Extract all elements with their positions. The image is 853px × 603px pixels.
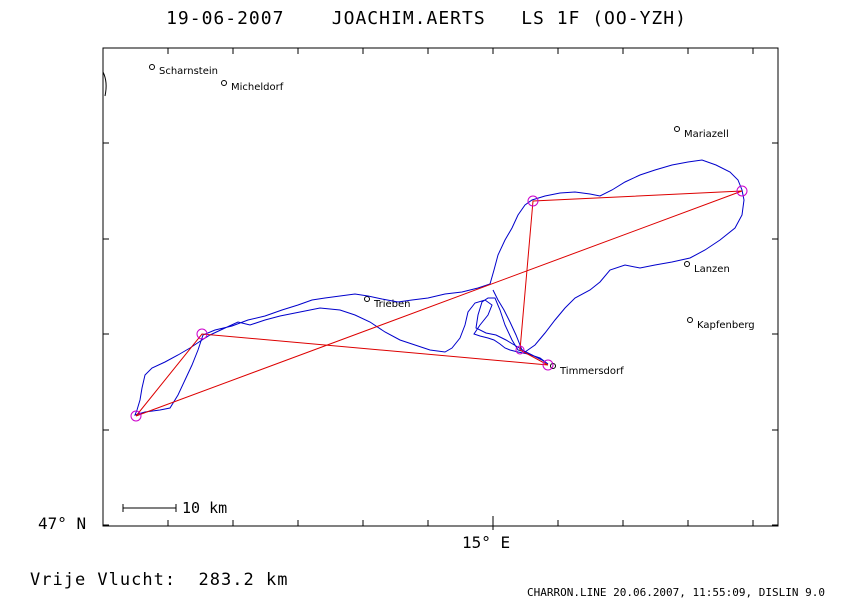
town-trieben: Trieben (364, 296, 411, 310)
scale-bar (122, 504, 177, 512)
town-mariazell: Mariazell (674, 126, 729, 140)
town-label: Kapfenberg (697, 320, 755, 331)
town-label: Trieben (373, 299, 411, 310)
distance-caption: Vrije Vlucht: (30, 570, 177, 590)
town-marker (674, 126, 680, 132)
town-marker (221, 80, 227, 86)
turnpoint-marker (515, 345, 525, 355)
town-micheldorf: Micheldorf (221, 80, 284, 93)
distance-result: Vrije Vlucht: 283.2 km (30, 570, 288, 590)
task-route (135, 190, 743, 417)
town-label: Lanzen (694, 264, 730, 275)
town-label: Scharnstein (159, 66, 218, 77)
distance-value: 283.2 km (198, 570, 289, 590)
town-marker (364, 296, 370, 302)
town-marker (687, 317, 693, 323)
left-ticks (103, 47, 778, 526)
turnpoint-marker (527, 195, 539, 207)
turnpoints (130, 185, 748, 422)
pilot-name: JOACHIM.AERTS (331, 8, 486, 29)
town-kapfenberg: Kapfenberg (687, 317, 755, 331)
lake-outline (102, 71, 107, 97)
flight-date: 19-06-2007 (166, 8, 285, 29)
turnpoint-marker (736, 185, 748, 197)
longitude-label: 15° E (462, 533, 511, 552)
chart-title: 19-06-2007 JOACHIM.AERTS LS 1F (OO-YZH) (0, 8, 853, 29)
latitude-label: 47° N (38, 514, 87, 533)
glider-id: LS 1F (OO-YZH) (521, 8, 687, 29)
flight-track (134, 159, 745, 416)
town-marker (149, 64, 155, 70)
town-marker (684, 261, 690, 267)
town-scharnstein: Scharnstein (149, 64, 218, 77)
turnpoint-marker (542, 359, 554, 371)
bottom-ticks (102, 48, 754, 530)
town-lanzen: Lanzen (684, 261, 730, 275)
footer-credit: CHARRON.LINE 20.06.2007, 11:55:09, DISLI… (526, 586, 825, 599)
turnpoint-marker (196, 328, 208, 340)
map-frame (102, 47, 779, 527)
town-timmersdorf: Timmersdorf (550, 363, 624, 377)
town-label: Mariazell (684, 129, 729, 140)
scale-label: 10 km (182, 499, 227, 517)
town-label: Timmersdorf (559, 366, 624, 377)
town-label: Micheldorf (231, 82, 284, 93)
turnpoint-marker (130, 410, 142, 422)
